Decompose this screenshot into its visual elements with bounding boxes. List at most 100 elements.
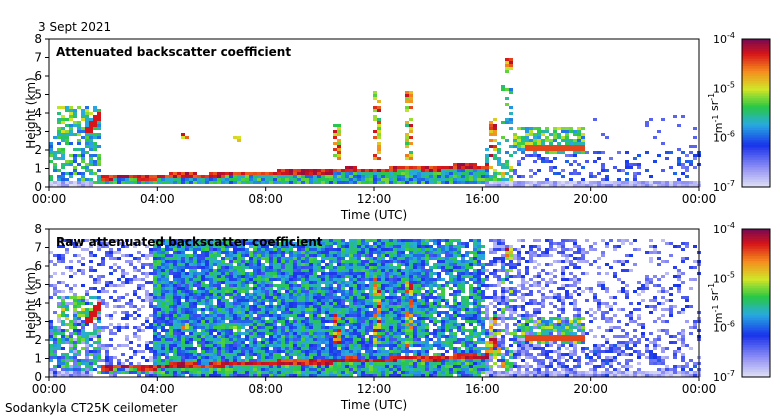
heatmap-cell: [281, 335, 285, 338]
heatmap-cell: [373, 341, 377, 344]
heatmap-cell: [201, 344, 205, 347]
heatmap-cell: [285, 178, 289, 181]
heatmap-cell: [293, 293, 297, 296]
heatmap-cell: [313, 169, 317, 172]
heatmap-cell: [425, 296, 429, 299]
heatmap-cell: [429, 272, 433, 275]
heatmap-cell: [577, 184, 581, 187]
heatmap-cell: [425, 353, 429, 356]
heatmap-cell: [93, 329, 97, 332]
heatmap-cell: [345, 296, 349, 299]
heatmap-cell: [165, 359, 169, 362]
heatmap-cell: [273, 365, 277, 368]
heatmap-cell: [409, 269, 413, 272]
heatmap-cell: [249, 374, 253, 377]
heatmap-cell: [285, 251, 289, 254]
heatmap-cell: [237, 172, 241, 175]
heatmap-cell: [165, 353, 169, 356]
heatmap-cell: [473, 178, 477, 181]
heatmap-cell: [305, 296, 309, 299]
heatmap-cell: [349, 263, 353, 266]
heatmap-cell: [329, 287, 333, 290]
heatmap-cell: [377, 362, 381, 365]
heatmap-cell: [405, 362, 409, 365]
heatmap-cells: [49, 58, 701, 187]
heatmap-cell: [61, 368, 65, 371]
heatmap-cell: [273, 245, 277, 248]
heatmap-cell: [317, 365, 321, 368]
heatmap-cell: [405, 175, 409, 178]
heatmap-cell: [141, 278, 145, 281]
heatmap-cell: [165, 317, 169, 320]
heatmap-cell: [369, 178, 373, 181]
heatmap-cell: [505, 103, 509, 106]
heatmap-cell: [73, 362, 77, 365]
heatmap-cell: [233, 275, 237, 278]
heatmap-cell: [433, 175, 437, 178]
heatmap-cell: [169, 260, 173, 263]
heatmap-cell: [89, 133, 93, 136]
heatmap-cell: [97, 281, 101, 284]
heatmap-cell: [277, 359, 281, 362]
heatmap-cell: [285, 302, 289, 305]
heatmap-cell: [225, 350, 229, 353]
heatmap-cell: [149, 178, 153, 181]
heatmap-cell: [277, 248, 281, 251]
heatmap-cell: [149, 299, 153, 302]
heatmap-cell: [233, 347, 237, 350]
heatmap-cell: [269, 272, 273, 275]
heatmap-cell: [329, 347, 333, 350]
heatmap-cell: [257, 341, 261, 344]
heatmap-cell: [345, 269, 349, 272]
heatmap-cell: [309, 296, 313, 299]
heatmap-cell: [329, 311, 333, 314]
heatmap-cell: [429, 371, 433, 374]
heatmap-cell: [201, 338, 205, 341]
colorbar-segment: [742, 66, 770, 70]
heatmap-cell: [269, 329, 273, 332]
heatmap-cell: [441, 166, 445, 169]
heatmap-cell: [497, 157, 501, 160]
heatmap-cell: [189, 296, 193, 299]
heatmap-cell: [401, 317, 405, 320]
colorbar-segment: [742, 76, 770, 80]
heatmap-cell: [205, 344, 209, 347]
heatmap-cell: [341, 290, 345, 293]
heatmap-cell: [353, 248, 357, 251]
heatmap-cell: [149, 374, 153, 377]
heatmap-cell: [201, 311, 205, 314]
heatmap-cell: [313, 338, 317, 341]
heatmap-cell: [189, 272, 193, 275]
heatmap-cell: [161, 335, 165, 338]
heatmap-cell: [313, 353, 317, 356]
heatmap-cell: [401, 263, 405, 266]
heatmap-cell: [149, 254, 153, 257]
heatmap-cell: [401, 254, 405, 257]
heatmap-cell: [405, 100, 409, 103]
heatmap-cell: [73, 305, 77, 308]
heatmap-cell: [89, 112, 93, 115]
heatmap-cell: [477, 181, 481, 184]
heatmap-cell: [421, 242, 425, 245]
heatmap-cell: [289, 284, 293, 287]
heatmap-cell: [665, 181, 669, 184]
heatmap-cell: [449, 175, 453, 178]
heatmap-cell: [325, 353, 329, 356]
heatmap-cell: [297, 263, 301, 266]
heatmap-cell: [201, 296, 205, 299]
heatmap-cell: [289, 350, 293, 353]
heatmap-cell: [285, 293, 289, 296]
heatmap-cell: [253, 353, 257, 356]
heatmap-cell: [333, 169, 337, 172]
heatmap-cell: [365, 368, 369, 371]
heatmap-cell: [157, 242, 161, 245]
heatmap-cell: [265, 311, 269, 314]
heatmap-cell: [141, 350, 145, 353]
heatmap-cell: [53, 332, 57, 335]
heatmap-cell: [301, 284, 305, 287]
heatmap-cell: [301, 356, 305, 359]
heatmap-cell: [65, 172, 69, 175]
heatmap-cell: [417, 278, 421, 281]
heatmap-cell: [229, 181, 233, 184]
heatmap-cell: [93, 269, 97, 272]
